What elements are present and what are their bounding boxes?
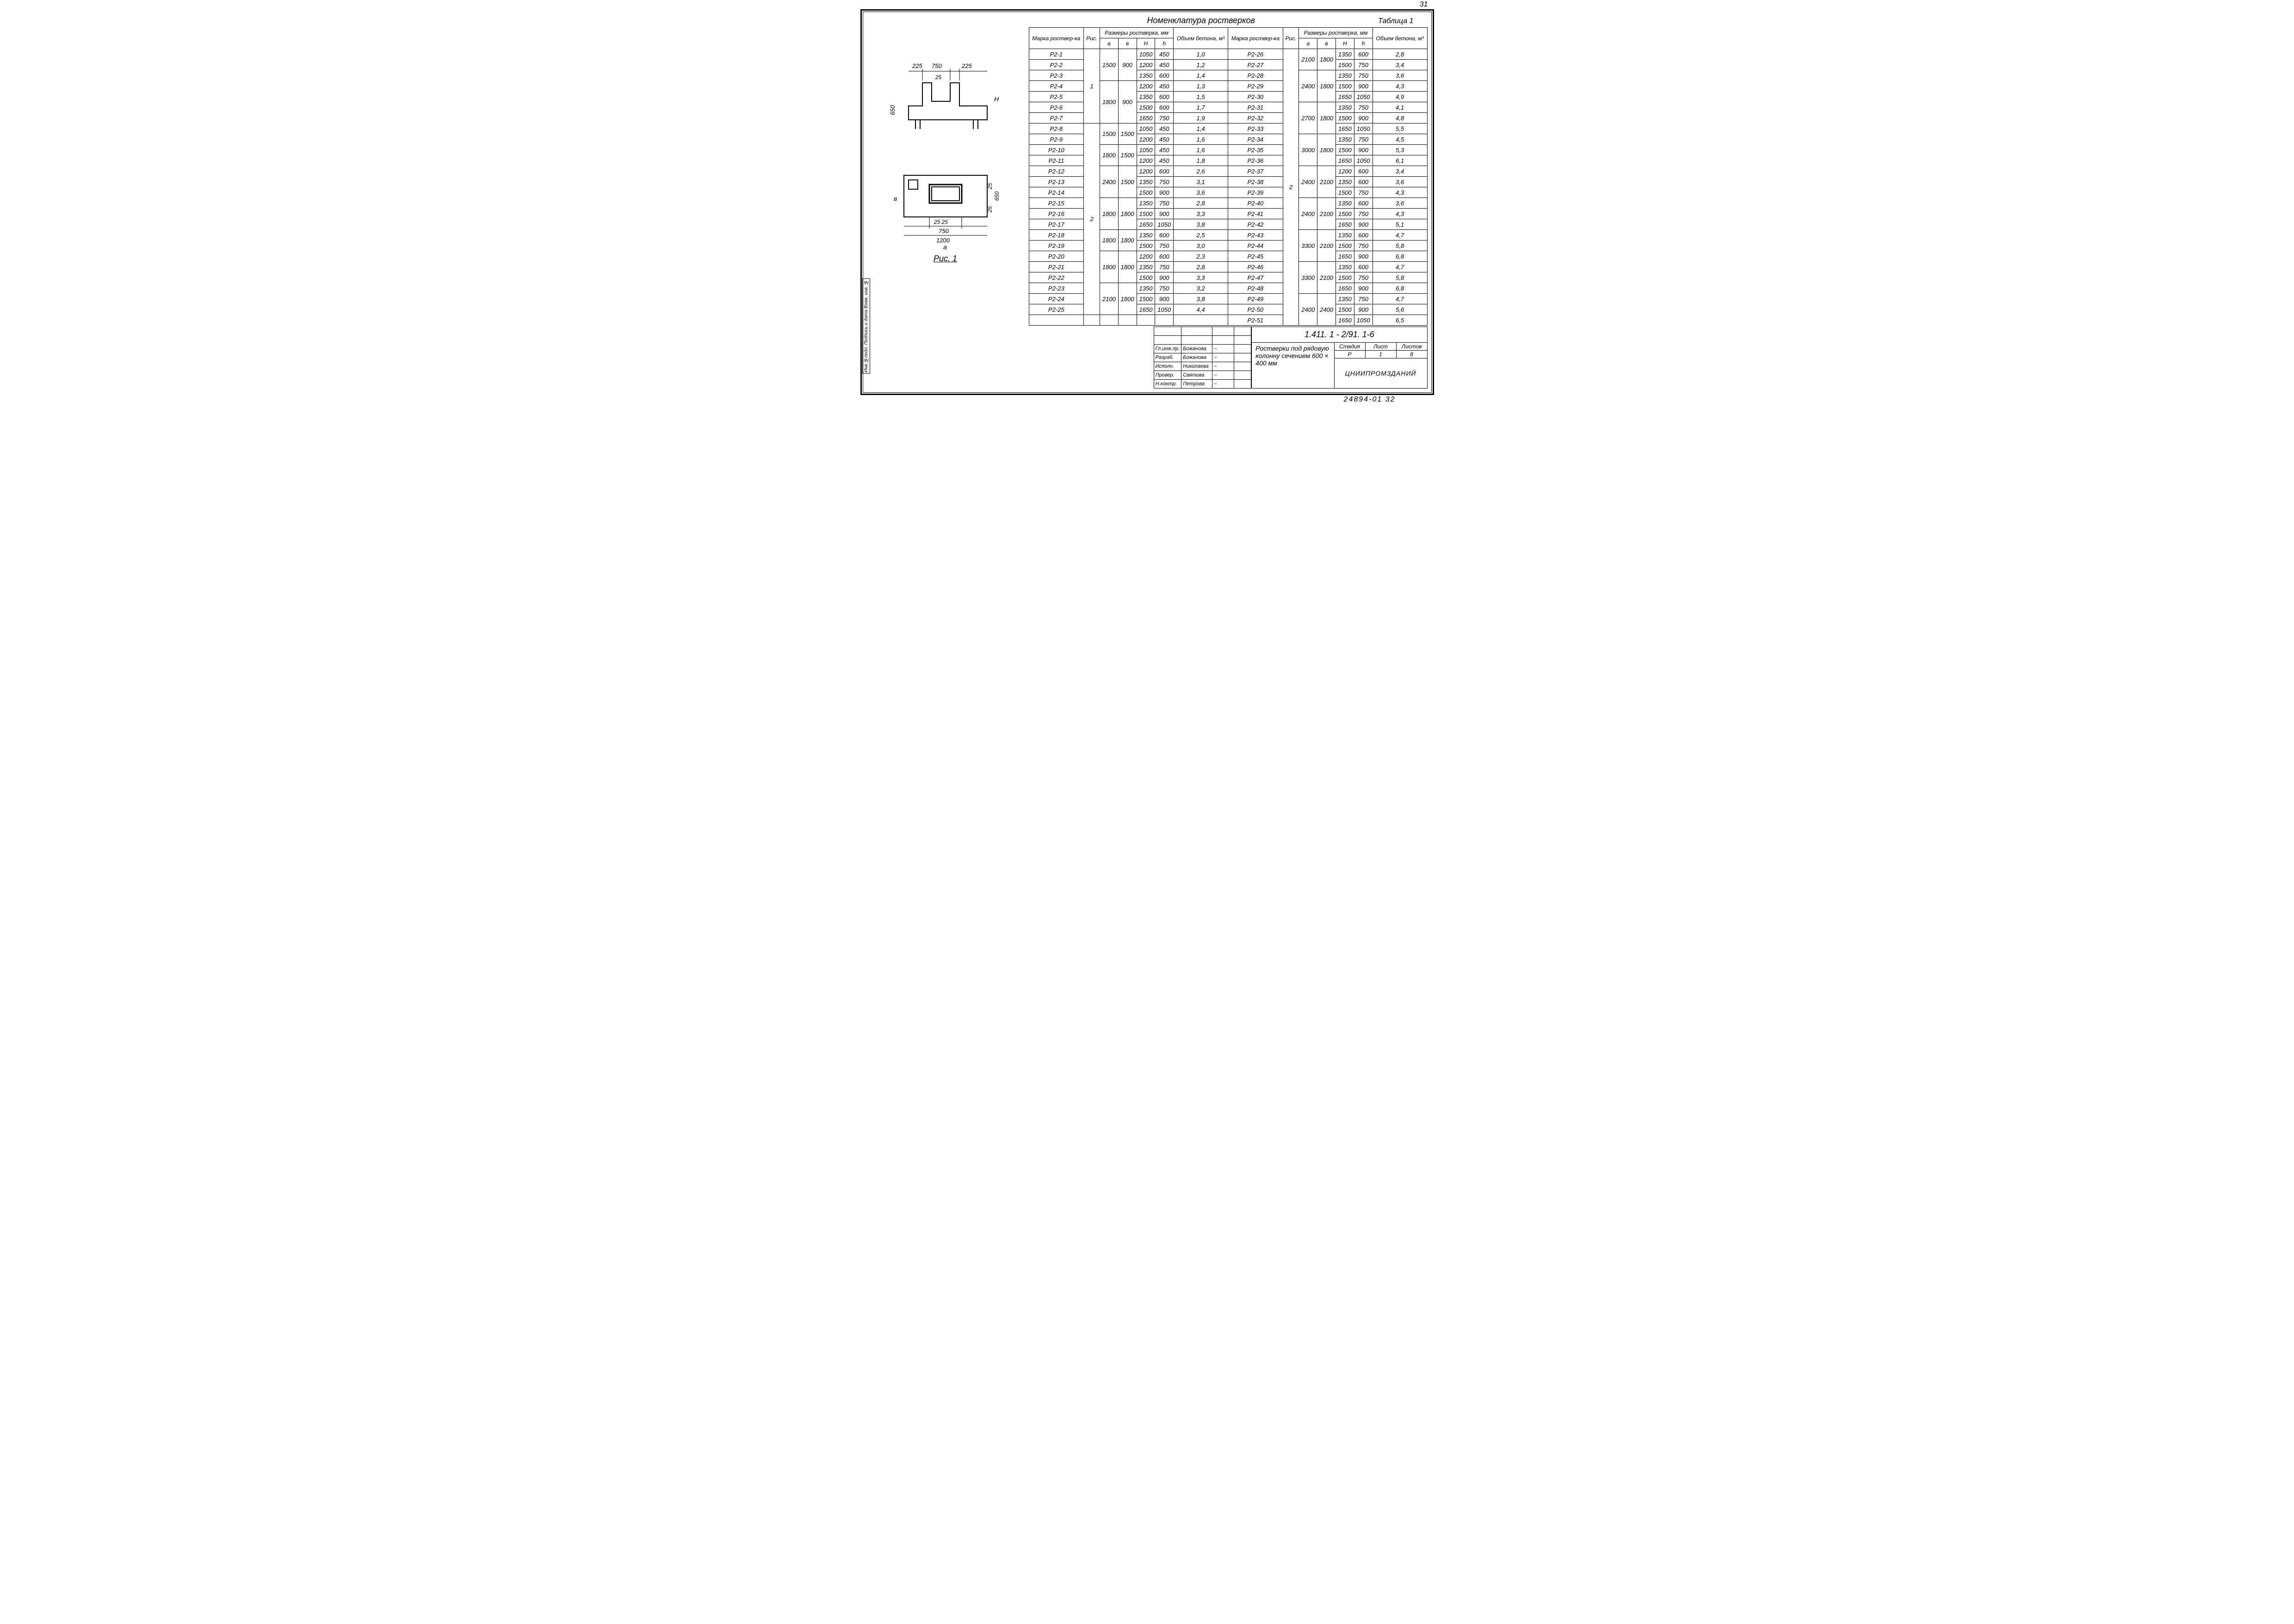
table-row: Р2-821500150010504501,4Р2-33165010505,5 [1029, 123, 1427, 134]
svg-text:25: 25 [987, 183, 993, 190]
drawing-code: 1.411. 1 - 2/91. 1-6 [1252, 327, 1427, 343]
svg-text:в: в [894, 195, 897, 202]
svg-text:750: 750 [939, 228, 949, 235]
role-row: Разраб.Божанова~ [1154, 353, 1251, 362]
table-row: Р2-51165010506,5 [1029, 315, 1427, 326]
svg-text:H: H [994, 95, 999, 103]
table-label: Таблица 1 [1378, 17, 1413, 25]
role-row: Н.контр.Петрова~ [1154, 380, 1251, 389]
figure-1-top: 225 750 225 25 650 H [881, 55, 1010, 148]
drawing-description: Ростверки под рядовую колонну сечением 6… [1252, 343, 1334, 388]
nomenclature-table: Марка роствер-ка Рис. Размеры ростверка,… [1029, 27, 1428, 326]
svg-text:1200: 1200 [936, 237, 950, 244]
svg-text:25: 25 [987, 206, 993, 213]
revision-table: Гл.инж.пр.Божанова~Разраб.Божанова~Испол… [1154, 327, 1252, 389]
role-row: Провер.Святова~ [1154, 371, 1251, 380]
figure-caption: Рис. 1 [867, 254, 1024, 264]
svg-text:25 25: 25 25 [934, 219, 948, 225]
svg-text:650: 650 [889, 105, 896, 115]
figure-panel: 225 750 225 25 650 H [867, 27, 1024, 389]
main-title: Номенклатура ростверков [1024, 16, 1379, 25]
organization: ЦНИИПРОМЗДАНИЙ [1335, 358, 1427, 388]
svg-text:225: 225 [912, 62, 922, 69]
svg-text:750: 750 [932, 62, 942, 69]
page-number-top: 31 [1420, 0, 1428, 9]
svg-text:a: a [943, 243, 947, 249]
table-row: Р2-11150090010504501,0Р2-262210018001350… [1029, 49, 1427, 60]
side-stamp: Инв.№подл. Подпись и дата Взам. инв. № [862, 278, 870, 374]
svg-text:25: 25 [935, 74, 942, 80]
role-row: Исполн.Николаева~ [1154, 362, 1251, 371]
page-number-bottom: 24894-01 32 [1344, 395, 1396, 404]
svg-text:225: 225 [961, 62, 972, 69]
title-block: Гл.инж.пр.Божанова~Разраб.Божанова~Испол… [1029, 327, 1428, 389]
svg-text:650: 650 [994, 191, 1000, 201]
role-row: Гл.инж.пр.Божанова~ [1154, 345, 1251, 353]
figure-1-bottom: в 25 25 750 1200 a 25 650 25 [881, 157, 1010, 249]
